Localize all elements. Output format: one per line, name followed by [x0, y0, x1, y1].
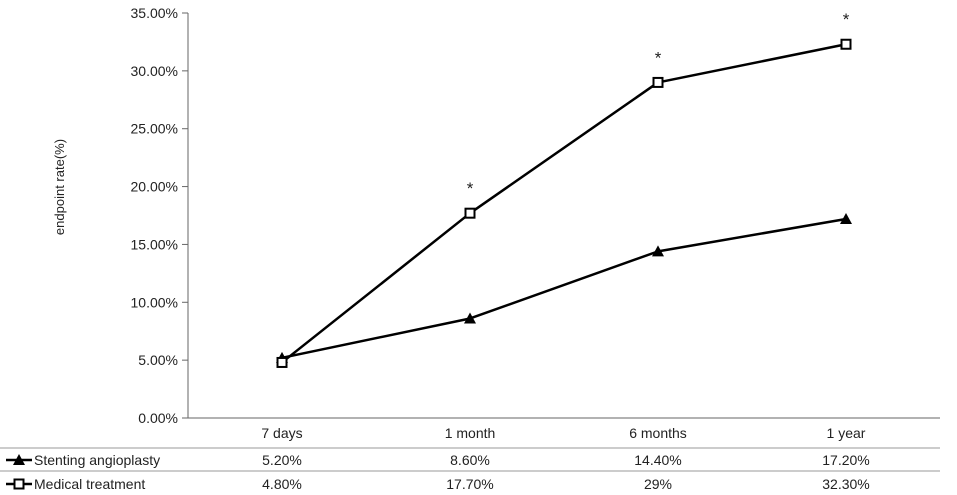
- data-point: [464, 312, 476, 324]
- y-axis-label: endpoint rate(%): [52, 139, 67, 235]
- y-tick-label: 15.00%: [131, 236, 178, 252]
- y-tick-label: 20.00%: [131, 179, 178, 195]
- legend-series-name: Medical treatment: [34, 476, 145, 492]
- x-tick-label: 1 month: [445, 425, 496, 441]
- significance-markers: * * *: [467, 10, 850, 198]
- table-value: 8.60%: [450, 452, 490, 468]
- x-axis-labels: 7 days 1 month 6 months 1 year: [261, 425, 865, 441]
- series-markers: [276, 38, 852, 368]
- x-tick-label: 6 months: [629, 425, 687, 441]
- data-point: [840, 38, 852, 50]
- y-tick-label: 10.00%: [131, 294, 178, 310]
- significance-star: *: [467, 179, 474, 198]
- data-table: Stenting angioplasty 5.20% 8.60% 14.40% 17.2…: [0, 447, 940, 492]
- significance-star: *: [655, 48, 662, 67]
- significance-star: *: [843, 10, 850, 29]
- series-line-0: [281, 217, 847, 360]
- series-lines: [281, 43, 847, 364]
- x-tick-label: 1 year: [827, 425, 866, 441]
- table-value: 29%: [644, 476, 672, 492]
- series-line-1: [281, 43, 847, 364]
- legend-series-name: Stenting angioplasty: [34, 452, 160, 468]
- data-point: [840, 212, 852, 224]
- data-point: [464, 207, 476, 219]
- legend-marker: [13, 454, 25, 465]
- legend-marker: [13, 478, 25, 490]
- table-value: 32.30%: [822, 476, 869, 492]
- table-value: 14.40%: [634, 452, 681, 468]
- y-tick-label: 35.00%: [131, 5, 178, 21]
- y-tick-label: 25.00%: [131, 121, 178, 137]
- table-value: 5.20%: [262, 452, 302, 468]
- data-point: [652, 245, 664, 257]
- data-point: [276, 356, 288, 368]
- data-point: [652, 76, 664, 88]
- y-tick-label: 30.00%: [131, 63, 178, 79]
- table-value: 17.20%: [822, 452, 869, 468]
- y-tick-label: 5.00%: [138, 352, 178, 368]
- table-value: 17.70%: [446, 476, 493, 492]
- y-tick-label: 0.00%: [138, 410, 178, 426]
- y-axis-ticks: 0.00% 5.00% 10.00% 15.00% 20.00% 25.00% 30.00%…: [131, 5, 188, 426]
- table-value: 4.80%: [262, 476, 302, 492]
- x-tick-label: 7 days: [261, 425, 302, 441]
